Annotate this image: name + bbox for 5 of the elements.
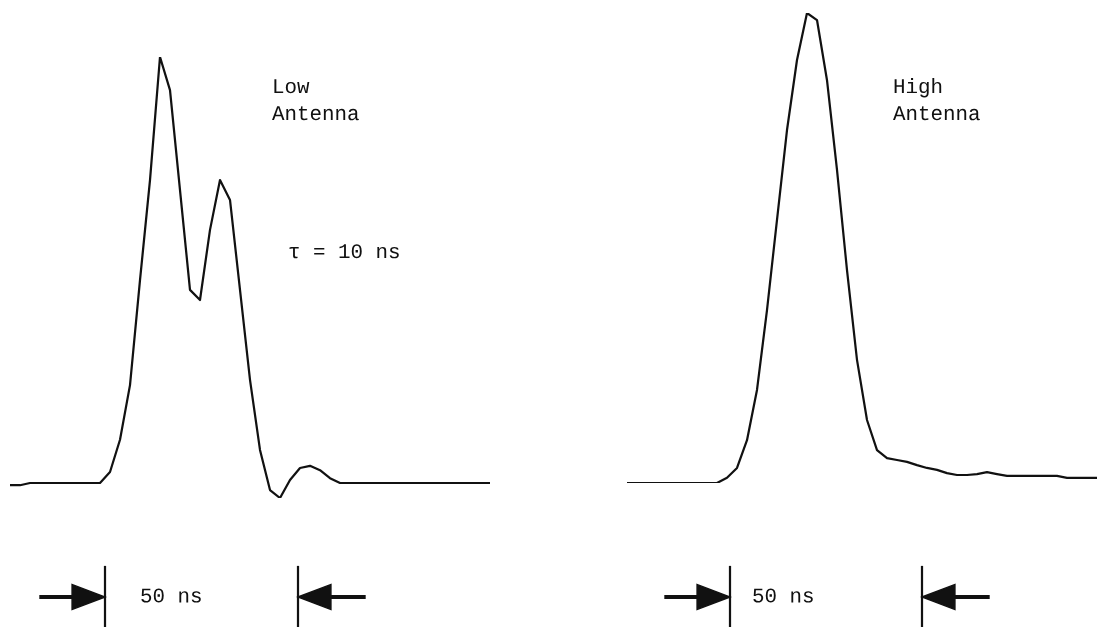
annotation: High Antenna (893, 78, 980, 121)
text: 50 ns (141, 588, 201, 603)
annotation: τ = 10 ns (289, 244, 399, 259)
text: 50 ns (753, 588, 813, 603)
annotation: Low Antenna (272, 79, 359, 121)
